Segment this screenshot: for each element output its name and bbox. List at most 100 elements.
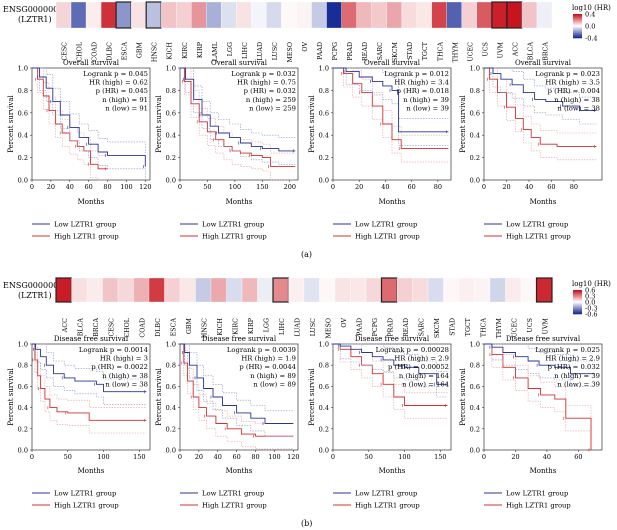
- heatmap-cell: [443, 277, 460, 303]
- plot-title: Overall survival: [63, 59, 120, 67]
- y-tick-label: 0.2: [470, 425, 480, 433]
- heatmap-cell: [164, 277, 181, 303]
- heatmap-cell: [341, 1, 357, 29]
- plot-frame: [179, 67, 299, 181]
- scale-segment: [573, 302, 582, 304]
- heatmap-cell: [236, 1, 252, 29]
- x-tick-label: 60: [84, 183, 92, 191]
- stat-line: p (HR) = 0.00052: [388, 363, 449, 371]
- scale-segment: [573, 27, 582, 29]
- heatmap-cell: [416, 1, 432, 29]
- heatmap-cell: [288, 277, 305, 303]
- x-axis-label: Months: [226, 198, 253, 206]
- heatmap-label: OV: [302, 42, 309, 52]
- low-ci-upper: [180, 343, 294, 412]
- stat-line: Logrank p = 0.025: [535, 346, 600, 354]
- scale-bar-a: [573, 14, 582, 39]
- stat-line: Logrank p = 0.0014: [79, 346, 148, 354]
- km-plots-a: Overall survival 0.0 0.2 0.4 0.6 0.8 1.0 0 20 40 6…: [7, 59, 603, 241]
- heatmap-label: READ: [403, 318, 410, 337]
- heatmap-cell: [489, 277, 506, 303]
- heatmap-cell: [427, 277, 444, 303]
- x-tick-label: 50: [365, 453, 373, 461]
- heatmap-label: PRAD: [387, 318, 394, 337]
- y-tick-label: 0.8: [319, 87, 329, 95]
- x-tick-label: 80: [434, 183, 442, 191]
- low-ci-upper: [333, 67, 449, 119]
- y-tick-label: 0.2: [18, 154, 28, 162]
- scale-tick-label: 0.4: [585, 11, 595, 19]
- high-ci-lower: [180, 343, 294, 450]
- heatmap-label: LUSC: [310, 318, 317, 336]
- stat-line: n (low) = 164: [402, 380, 449, 388]
- x-tick-label: 40: [214, 453, 222, 461]
- y-tick-label: 1.0: [319, 65, 329, 73]
- y-tick-label: 1.0: [166, 65, 176, 73]
- heatmap-cell: [272, 277, 290, 303]
- heatmap-cell: [161, 1, 177, 29]
- scale-tick-label: -0.6: [585, 311, 598, 319]
- y-tick-label: 1.0: [470, 65, 480, 73]
- high-survival-curve: [180, 343, 294, 437]
- x-tick-label: 150: [256, 183, 268, 191]
- y-tick-label: 0.8: [470, 362, 480, 370]
- scale-segment: [573, 310, 582, 312]
- legend-high-label: High LZTR1 group: [355, 502, 420, 510]
- plot-frame: [483, 343, 603, 451]
- heatmap-label: UCS: [527, 318, 534, 332]
- scale-segment: [573, 293, 582, 295]
- plot-title: Overall survival: [211, 59, 268, 67]
- legend-low-label: Low LZTR1 group: [54, 221, 117, 229]
- heatmap-label: PAAD: [317, 42, 324, 60]
- km-plots-b: Disease free survival 0.0 0.2 0.4 0.6 0.8 1.0 0…: [7, 335, 603, 510]
- scale-segment: [573, 299, 582, 301]
- heatmap-label: PRAD: [347, 42, 354, 61]
- heatmap-label: LUSC: [272, 42, 279, 60]
- low-survival-curve: [32, 67, 146, 167]
- y-tick-label: 0.0: [166, 177, 176, 185]
- scale-segment: [573, 23, 582, 25]
- low-ci-lower: [484, 67, 597, 125]
- y-tick-label: 1.0: [470, 341, 480, 349]
- y-tick-label: 0.6: [166, 383, 176, 391]
- heatmap-label: OV: [341, 318, 348, 328]
- km-plot: Overall survival 0.0 0.2 0.4 0.6 0.8 1.0 0 20 40 6…: [7, 59, 152, 241]
- heatmap-cell: [412, 277, 429, 303]
- stat-line: n (low) = 38: [105, 380, 148, 388]
- low-ci-lower: [333, 343, 448, 398]
- x-tick-label: 60: [574, 453, 582, 461]
- scale-segment: [573, 297, 582, 299]
- legend-low-label: Low LZTR1 group: [506, 490, 569, 498]
- stat-line: n (high) = 91: [102, 96, 148, 104]
- x-axis-label: Months: [530, 467, 557, 475]
- scale-segment: [573, 309, 582, 311]
- stat-line: HR (high) = 2.9: [545, 355, 600, 363]
- scale-segment: [573, 307, 582, 309]
- heatmap-label: HNSC: [152, 42, 159, 62]
- heatmap-label: SARC: [377, 42, 384, 61]
- heatmap-label: BRCA: [93, 318, 100, 337]
- x-tick-label: 0: [178, 453, 182, 461]
- y-tick-label: 0.4: [470, 404, 480, 412]
- heatmap-cell: [446, 1, 462, 29]
- heatmap-cell: [115, 1, 132, 29]
- low-survival-curve: [180, 343, 294, 424]
- heatmap-label: PCPG: [332, 42, 339, 60]
- heatmap-label: DLBC: [155, 318, 162, 337]
- stat-line: Logrank p = 0.023: [535, 70, 600, 78]
- stat-line: n (high) = 38: [554, 96, 600, 104]
- km-plot: Disease free survival 0.0 0.2 0.4 0.6 0.8 1.0 0…: [459, 335, 603, 510]
- x-tick-label: 150: [434, 453, 446, 461]
- scale-segment: [573, 304, 582, 306]
- low-ci-lower: [484, 343, 595, 387]
- plot-title: Overall survival: [364, 59, 421, 67]
- heatmap-cell: [102, 277, 119, 303]
- plot-frame: [31, 67, 151, 181]
- heatmap-label: GBM: [186, 317, 193, 334]
- x-axis-label: Months: [78, 198, 105, 206]
- high-survival-curve: [484, 67, 597, 147]
- heatmap-cell: [251, 1, 267, 29]
- heatmap-cell: [55, 277, 73, 303]
- stat-line: HR (high) = 0.75: [237, 79, 296, 87]
- scale-segment: [573, 33, 582, 35]
